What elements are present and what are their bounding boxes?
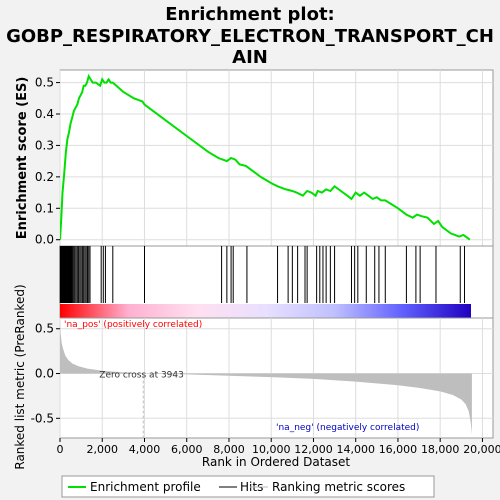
enrichment-profile-line [60, 73, 471, 241]
chart-title-line1: Enrichment plot: [165, 4, 335, 25]
hits-lines [59, 246, 465, 303]
metric-y-tick-label: -0.5 [31, 411, 54, 425]
metric-y-axis-label: Ranked list metric (PreRanked) [13, 284, 27, 469]
es-y-tick-label: 0.0 [35, 233, 54, 247]
legend-label: Enrichment profile [90, 480, 201, 494]
positive-correlation-label: 'na_pos' (positively correlated) [64, 320, 202, 330]
x-tick-label: 16,000 [379, 443, 418, 456]
metric-y-tick-label: 0.5 [35, 322, 54, 336]
x-tick-label: 20,000 [463, 443, 500, 456]
es-y-tick-label: 0.5 [35, 76, 54, 90]
metric-y-tick-label: 0.0 [35, 367, 54, 381]
x-tick-label: 8,000 [213, 443, 245, 456]
x-tick-label: 2,000 [86, 443, 118, 456]
x-tick-label: 0 [57, 443, 64, 456]
chart-title-line2: GOBP_RESPIRATORY_ELECTRON_TRANSPORT_CH [6, 26, 494, 47]
x-tick-label: 14,000 [336, 443, 375, 456]
x-tick-label: 18,000 [421, 443, 460, 456]
zero-cross-label: Zero cross at 3943 [99, 371, 184, 381]
es-y-tick-label: 0.2 [35, 170, 54, 184]
x-tick-label: 12,000 [294, 443, 333, 456]
legend-label: Ranking metric scores [272, 480, 405, 494]
x-tick-label: 4,000 [129, 443, 161, 456]
es-y-tick-label: 0.1 [35, 201, 54, 215]
es-y-tick-label: 0.3 [35, 138, 54, 152]
es-y-axis: 0.0 0.1 0.2 0.3 0.4 0.5 [35, 76, 60, 247]
es-gridlines [59, 70, 493, 246]
metric-y-axis: 0.5 0.0 -0.5 [31, 322, 60, 425]
ranking-heat-bar [60, 304, 471, 318]
legend: Enrichment profile Hits Ranking metric sco… [68, 480, 405, 494]
legend-box [61, 475, 435, 498]
ranking-metric-area [60, 319, 472, 435]
x-tick-label: 10,000 [252, 443, 291, 456]
es-y-axis-label: Enrichment score (ES) [15, 77, 30, 240]
x-axis-label: Rank in Ordered Dataset [202, 455, 350, 469]
es-y-tick-label: 0.4 [35, 107, 54, 121]
negative-correlation-label: 'na_neg' (negatively correlated) [276, 423, 419, 433]
chart-title-line3: AIN [232, 47, 268, 68]
x-tick-label: 6,000 [171, 443, 203, 456]
x-axis: 0 2,000 4,000 6,000 8,000 10,000 12,000 14,000 1… [57, 438, 500, 456]
